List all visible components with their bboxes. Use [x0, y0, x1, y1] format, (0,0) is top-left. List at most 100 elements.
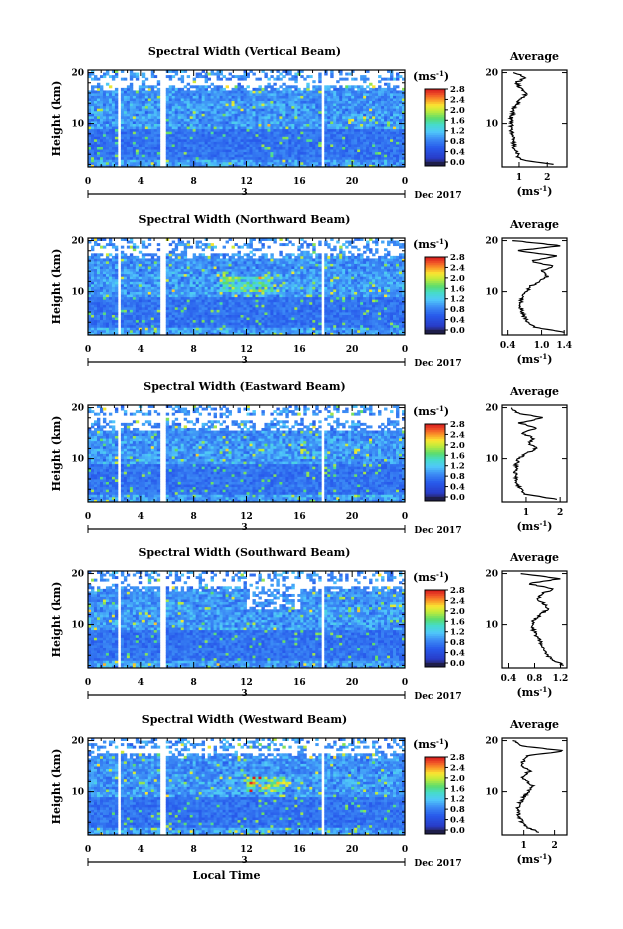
heatmap-cell — [204, 258, 209, 262]
heatmap-cell — [96, 100, 101, 104]
heatmap-cell — [315, 144, 319, 147]
heatmap-cell — [264, 75, 268, 79]
heatmap-cell — [174, 126, 179, 130]
heatmap-cell — [114, 159, 119, 163]
heatmap-cell — [150, 278, 155, 282]
heatmap-cell — [108, 161, 113, 165]
heatmap-cell — [198, 327, 203, 331]
heatmap-cell — [99, 291, 104, 295]
heatmap-cell — [192, 100, 197, 104]
heatmap-cell — [267, 100, 271, 104]
heatmap-cell — [378, 156, 382, 160]
heatmap-cell — [93, 126, 98, 130]
heatmap-cell — [88, 266, 92, 270]
heatmap-cell — [324, 123, 328, 127]
heatmap-cell — [345, 108, 349, 112]
heatmap-cell — [393, 108, 397, 112]
heatmap-cell — [174, 255, 179, 259]
heatmap-cell — [213, 283, 217, 287]
heatmap-cell — [132, 126, 137, 130]
heatmap-cell — [93, 306, 98, 310]
heatmap-cell — [180, 299, 185, 303]
heatmap-cell — [243, 70, 247, 73]
heatmap-cell — [261, 159, 265, 163]
heatmap-cell — [144, 271, 149, 275]
heatmap-cell — [120, 286, 125, 290]
heatmap-cell — [207, 131, 212, 135]
heatmap-cell — [294, 92, 298, 96]
heatmap-cell — [396, 98, 400, 102]
heatmap-cell — [339, 77, 343, 81]
heatmap-cell — [111, 327, 116, 331]
heatmap-cell — [96, 304, 101, 308]
heatmap-cell — [348, 113, 352, 117]
heatmap-cell — [198, 299, 203, 303]
heatmap-cell — [252, 110, 256, 114]
heatmap-cell — [186, 118, 191, 122]
heatmap-cell — [333, 108, 337, 112]
heatmap-cell — [183, 164, 188, 168]
heatmap-cell — [348, 110, 352, 114]
heatmap-cell — [216, 281, 220, 285]
heatmap-cell — [387, 144, 391, 147]
heatmap-cell — [273, 149, 277, 153]
heatmap-cell — [90, 105, 95, 109]
heatmap-cell — [303, 77, 307, 81]
heatmap-cell — [123, 110, 128, 114]
heatmap-cell — [252, 136, 256, 140]
heatmap-cell — [306, 131, 310, 135]
heatmap-cell — [381, 138, 385, 142]
heatmap-cell — [387, 146, 391, 150]
heatmap-cell — [132, 95, 137, 99]
heatmap-cell — [207, 133, 212, 137]
heatmap-cell — [144, 92, 149, 96]
heatmap-cell — [390, 72, 394, 76]
heatmap-cell — [336, 105, 340, 109]
heatmap-cell — [207, 149, 212, 153]
heatmap-cell — [318, 144, 322, 147]
heatmap-cell — [150, 144, 155, 147]
heatmap-cell — [132, 98, 137, 102]
heatmap-cell — [216, 128, 220, 132]
heatmap-cell — [279, 161, 283, 165]
heatmap-cell — [192, 309, 197, 313]
heatmap-cell — [88, 128, 92, 132]
heatmap-cell — [294, 128, 298, 132]
heatmap-cell — [372, 108, 376, 112]
heatmap-cell — [351, 141, 355, 145]
heatmap-cell — [105, 98, 110, 102]
heatmap-cell — [378, 87, 382, 91]
heatmap-cell — [90, 161, 95, 165]
heatmap-cell — [150, 322, 155, 326]
heatmap-cell — [177, 286, 182, 290]
heatmap-cell — [99, 151, 104, 155]
heatmap-cell — [366, 77, 370, 81]
heatmap-cell — [288, 146, 292, 150]
heatmap-cell — [150, 133, 155, 137]
heatmap-cell — [378, 136, 382, 140]
heatmap-cell — [177, 113, 182, 117]
colorbar-frame — [424, 88, 446, 167]
heatmap-cell — [345, 151, 349, 155]
heatmap-cell — [183, 294, 188, 298]
heatmap-cell — [189, 128, 194, 132]
heatmap-cell — [315, 113, 319, 117]
heatmap-cell — [237, 113, 241, 117]
heatmap-cell — [108, 327, 113, 331]
heatmap-cell — [165, 312, 170, 315]
heatmap-cell — [216, 146, 220, 150]
heatmap-cell — [150, 263, 155, 267]
heatmap-cell — [351, 103, 355, 107]
heatmap-cell — [186, 243, 191, 247]
heatmap-cell — [384, 156, 388, 160]
heatmap-cell — [132, 263, 137, 267]
heatmap-cell — [90, 154, 95, 158]
heatmap-cell — [336, 149, 340, 153]
heatmap-cell — [228, 126, 232, 130]
heatmap-cell — [156, 95, 161, 99]
heatmap-cell — [171, 273, 176, 277]
heatmap-cell — [195, 159, 200, 163]
heatmap-cell — [207, 110, 212, 114]
heatmap-cell — [228, 103, 232, 107]
heatmap-cell — [201, 278, 206, 282]
